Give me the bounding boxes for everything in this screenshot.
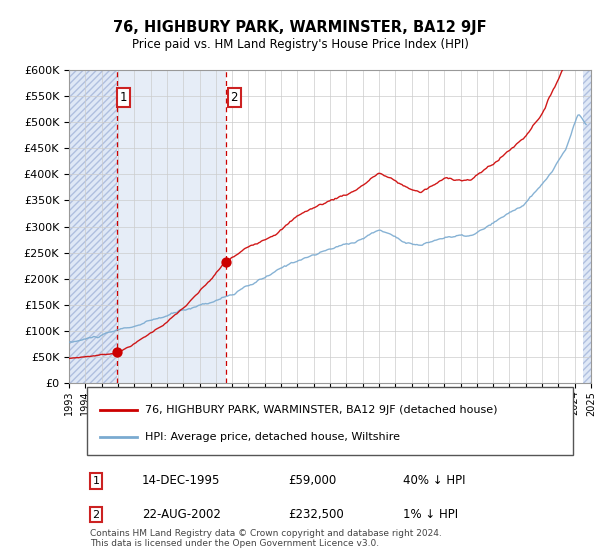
- Text: £232,500: £232,500: [288, 508, 344, 521]
- Text: 1: 1: [119, 91, 127, 104]
- Text: 2: 2: [92, 510, 100, 520]
- Text: HPI: Average price, detached house, Wiltshire: HPI: Average price, detached house, Wilt…: [145, 432, 400, 442]
- Text: 76, HIGHBURY PARK, WARMINSTER, BA12 9JF: 76, HIGHBURY PARK, WARMINSTER, BA12 9JF: [113, 20, 487, 35]
- Point: [221, 257, 231, 266]
- Text: 1: 1: [92, 476, 100, 486]
- Text: 22-AUG-2002: 22-AUG-2002: [142, 508, 221, 521]
- Point: [112, 348, 122, 357]
- Bar: [117, 70, 226, 383]
- Bar: [69, 70, 117, 383]
- FancyBboxPatch shape: [87, 388, 573, 455]
- Text: 40% ↓ HPI: 40% ↓ HPI: [403, 474, 466, 487]
- Text: 2: 2: [230, 91, 238, 104]
- Text: Contains HM Land Registry data © Crown copyright and database right 2024.
This d: Contains HM Land Registry data © Crown c…: [90, 529, 442, 548]
- Text: Price paid vs. HM Land Registry's House Price Index (HPI): Price paid vs. HM Land Registry's House …: [131, 38, 469, 51]
- Bar: [583, 70, 591, 383]
- Text: 1% ↓ HPI: 1% ↓ HPI: [403, 508, 458, 521]
- Text: 14-DEC-1995: 14-DEC-1995: [142, 474, 220, 487]
- Text: 76, HIGHBURY PARK, WARMINSTER, BA12 9JF (detached house): 76, HIGHBURY PARK, WARMINSTER, BA12 9JF …: [145, 405, 497, 415]
- Text: £59,000: £59,000: [288, 474, 337, 487]
